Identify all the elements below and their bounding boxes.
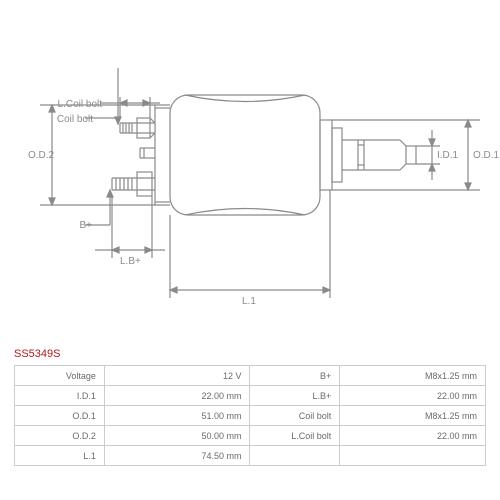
table-row: Voltage 12 V B+ M8x1.25 mm <box>15 366 486 386</box>
table-row: I.D.1 22.00 mm L.B+ 22.00 mm <box>15 386 486 406</box>
spec-label: L.1 <box>15 446 105 466</box>
spec-label: L.B+ <box>250 386 340 406</box>
spec-label: B+ <box>250 366 340 386</box>
spec-value: 22.00 mm <box>340 386 486 406</box>
spec-value: 74.50 mm <box>104 446 250 466</box>
spec-label: L.Coil bolt <box>250 426 340 446</box>
spec-value: M8x1.25 mm <box>340 366 486 386</box>
spec-value: 22.00 mm <box>104 386 250 406</box>
technical-drawing: O.D.2 O.D.1 I.D.1 Coil bolt L.Coil bolt … <box>0 0 500 340</box>
spec-value <box>340 446 486 466</box>
spec-table: Voltage 12 V B+ M8x1.25 mm I.D.1 22.00 m… <box>14 365 486 466</box>
spec-value: 51.00 mm <box>104 406 250 426</box>
label-l1: L.1 <box>242 296 256 307</box>
label-id1: I.D.1 <box>437 150 459 161</box>
spec-value: 50.00 mm <box>104 426 250 446</box>
drawing-svg: O.D.2 O.D.1 I.D.1 Coil bolt L.Coil bolt … <box>0 0 500 340</box>
spec-label: Voltage <box>15 366 105 386</box>
spec-label <box>250 446 340 466</box>
label-coil-bolt: Coil bolt <box>57 114 93 125</box>
part-number: SS5349S <box>14 348 60 360</box>
spec-label: O.D.2 <box>15 426 105 446</box>
spec-label: Coil bolt <box>250 406 340 426</box>
spec-value: 22.00 mm <box>340 426 486 446</box>
spec-value: M8x1.25 mm <box>340 406 486 426</box>
spec-label: O.D.1 <box>15 406 105 426</box>
label-od2: O.D.2 <box>28 150 55 161</box>
table-row: O.D.1 51.00 mm Coil bolt M8x1.25 mm <box>15 406 486 426</box>
table-row: O.D.2 50.00 mm L.Coil bolt 22.00 mm <box>15 426 486 446</box>
label-od1: O.D.1 <box>473 150 500 161</box>
label-b-plus: B+ <box>79 220 92 231</box>
label-lb-plus: L.B+ <box>120 256 141 267</box>
spec-label: I.D.1 <box>15 386 105 406</box>
label-l-coil-bolt: L.Coil bolt <box>58 99 103 110</box>
spec-value: 12 V <box>104 366 250 386</box>
table-row: L.1 74.50 mm <box>15 446 486 466</box>
